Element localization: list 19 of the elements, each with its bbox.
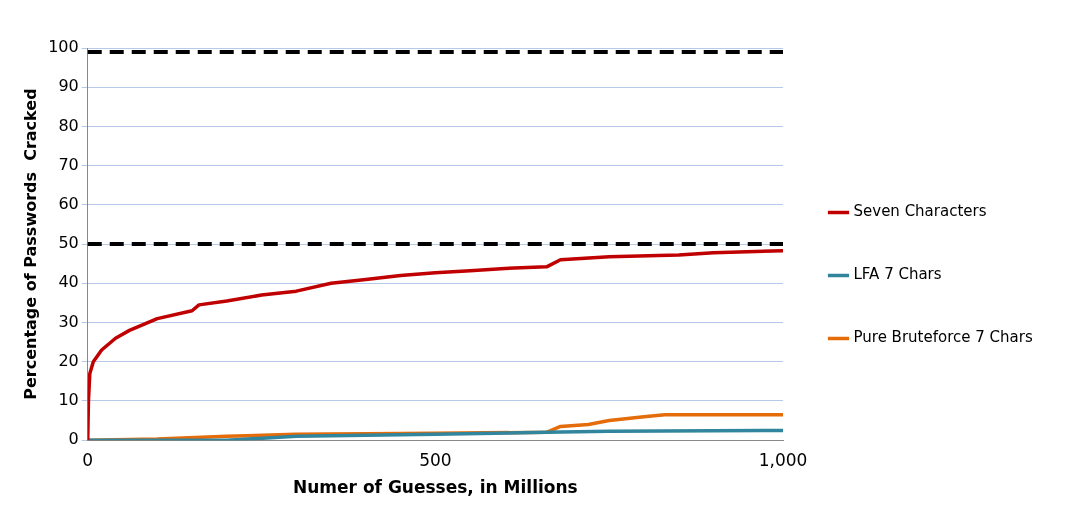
y-axis-title: Percentage of Passwords Cracked [20,88,40,400]
x-tick-label: 500 [419,449,452,470]
x-tick-label: 1,000 [758,449,808,470]
x-tick-label: 0 [82,449,94,470]
y-tick-label: 60 [58,194,79,214]
x-axis-title: Numer of Guesses, in Millions [293,477,578,498]
y-tick-label: 50 [58,233,79,253]
y-tick-label: 10 [58,390,79,410]
legend-label: Pure Bruteforce 7 Chars [853,328,1033,347]
y-tick-label: 0 [68,429,79,449]
y-tick-label: 40 [58,272,79,292]
legend-label: Seven Characters [853,202,987,221]
y-tick-label: 80 [58,115,79,135]
y-tick-label: 90 [58,76,79,96]
y-tick-label: 30 [58,311,79,331]
y-tick-label: 20 [58,350,79,370]
y-tick-label: 100 [48,37,79,57]
y-tick-label: 70 [58,154,79,174]
legend-label: LFA 7 Chars [853,265,942,284]
